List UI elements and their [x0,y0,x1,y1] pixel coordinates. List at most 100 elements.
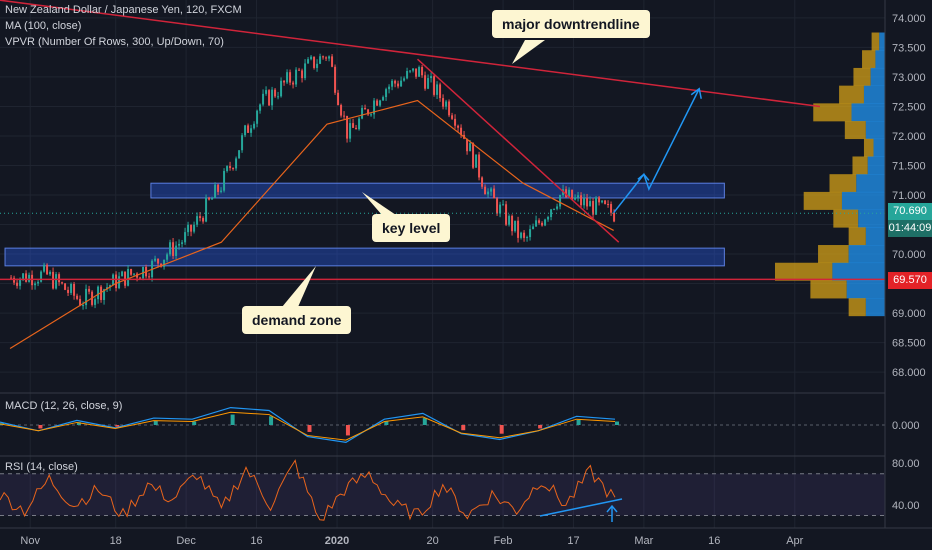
candle-body [490,188,493,192]
trendline [417,58,620,243]
candle-body [334,66,337,93]
candle-body [244,125,247,136]
candle-body [34,283,37,286]
candle-body [508,215,511,225]
candle-body [82,305,85,307]
vp-down-bar [803,191,842,210]
candle-body [283,80,286,83]
rsi-arrowhead [606,504,618,513]
macd-histogram-bar [38,425,43,429]
candle-body [355,127,358,130]
macd-histogram-bar [422,418,427,425]
candle-body [253,123,256,129]
candle-body [274,89,277,97]
candle-body [454,118,457,126]
candle-body [583,198,586,206]
candle-body [238,150,241,159]
vp-up-bar [873,138,885,157]
candle-body [154,258,157,261]
vpvr-legend: VPVR (Number Of Rows, 300, Up/Down, 70) [5,36,224,48]
rsi-legend: RSI (14, close) [5,461,78,473]
macd-histogram-bar [153,420,158,425]
candle-body [184,232,187,243]
x-tick-label: Mar [634,535,653,547]
candle-body [280,80,283,97]
candle-body [385,89,388,98]
candle-body [133,273,136,275]
candle-body [172,242,175,256]
candle-body [430,76,433,79]
candle-body [550,209,553,218]
vp-down-bar [839,85,864,104]
candle-body [376,100,379,106]
candle-body [538,220,541,223]
candle-body [565,189,568,198]
candle-body [532,226,535,230]
candle-body [373,100,376,115]
vp-up-bar [879,32,885,51]
candle-body [427,78,430,89]
rsi-y-tick: 80.00 [892,458,920,470]
candle-body [214,184,217,199]
y-tick-label: 71.000 [892,190,926,202]
vp-up-bar [865,121,885,140]
candle-body [325,57,328,59]
candle-body [433,76,436,95]
candle-body [52,271,55,289]
candle-body [88,288,91,292]
vp-up-bar [865,227,885,246]
candle-body [541,222,544,226]
candle-body [217,184,220,192]
x-tick-label: Dec [176,535,196,547]
candle-body [484,186,487,195]
candle-body [235,158,238,169]
candle-body [310,56,313,60]
candle-body [514,220,517,232]
symbol-title: New Zealand Dollar / Japanese Yen, 120, … [5,4,242,16]
candle-body [520,232,523,238]
y-tick-label: 72.500 [892,101,926,113]
rsi-line [0,459,616,521]
vp-down-bar [810,280,847,299]
y-tick-label: 71.500 [892,160,926,172]
candle-body [301,70,304,79]
macd-histogram-bar [384,421,389,425]
candle-body [139,277,142,279]
candle-body [481,177,484,187]
candle-body [589,201,592,207]
candle-body [436,84,439,95]
candle-body [262,93,265,105]
candle-body [16,282,19,286]
candle-body [451,115,454,119]
rsi-band [0,473,885,516]
candle-body [247,125,250,133]
zone-box [150,182,725,199]
macd-histogram-bar [230,414,235,425]
projection-arrowhead [637,173,650,181]
candle-body [307,59,310,64]
macd-histogram-bar [345,425,350,436]
vp-down-bar [862,50,876,69]
candle-body [400,80,403,87]
macd-line [0,406,616,444]
candle-body [64,283,67,290]
macd-histogram-bar [192,421,197,425]
vp-down-bar [853,67,871,86]
candle-body [460,127,463,135]
vp-up-bar [865,298,885,317]
candle-body [493,188,496,199]
candle-body [61,282,64,284]
candle-body [319,56,322,64]
vp-down-bar [829,174,857,193]
candle-body [127,269,130,286]
candle-body [547,217,550,220]
vp-down-bar [813,103,852,122]
candle-body [292,82,295,85]
candle-body [169,242,172,255]
x-tick-label: 16 [708,535,720,547]
x-tick-label: Apr [786,535,803,547]
candle-body [28,274,31,282]
candle-body [298,69,301,71]
candle-body [199,216,202,218]
